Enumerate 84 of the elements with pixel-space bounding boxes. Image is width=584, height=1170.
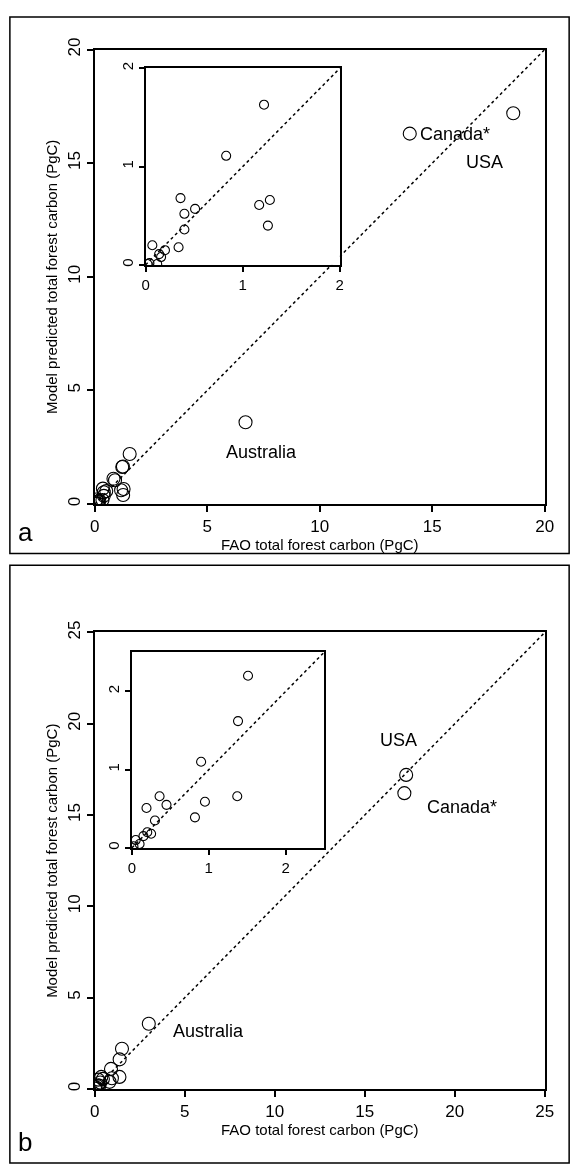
point: [262, 220, 273, 231]
point: [146, 828, 157, 839]
point: [154, 791, 165, 802]
point: [122, 447, 137, 462]
x-tick-label: 20: [535, 517, 555, 537]
point: [112, 1069, 127, 1084]
y-tick-label: 0: [118, 258, 136, 267]
x-tick-label: 5: [202, 517, 213, 537]
x-tick-label: 0: [141, 275, 150, 293]
x-tick-label: 15: [422, 517, 442, 537]
point: [161, 799, 172, 810]
x-tick-label: 15: [355, 1102, 375, 1122]
y-tick-label: 0: [65, 496, 85, 507]
point: [95, 481, 110, 496]
point: [175, 193, 186, 204]
point: [138, 831, 149, 842]
point: [238, 415, 253, 430]
point: [141, 802, 152, 814]
y-tick-label: 20: [65, 37, 85, 57]
point: [173, 242, 184, 253]
x-tick-label: 1: [204, 858, 213, 876]
point: [159, 245, 171, 256]
point: [179, 224, 190, 235]
y-tick-label: 5: [65, 383, 85, 393]
annotation: Canada*: [420, 124, 491, 144]
point: [399, 767, 414, 782]
y-tick-label: 2: [118, 61, 136, 71]
y-tick-label: 15: [65, 803, 85, 822]
point: [397, 786, 412, 801]
point: [103, 1061, 119, 1076]
point: [131, 835, 141, 846]
point: [114, 1041, 130, 1056]
x-tick-label: 0: [90, 1102, 100, 1122]
point: [147, 240, 158, 251]
annotation: Australia: [173, 1021, 245, 1041]
annotation: USA: [380, 730, 418, 750]
x-tick-label: 0: [90, 517, 100, 537]
x-tick-label: 25: [535, 1102, 555, 1122]
x-tick-label: 5: [180, 1102, 190, 1122]
text: a: [18, 517, 33, 547]
point: [196, 756, 207, 767]
x-tick-label: 20: [445, 1102, 465, 1122]
point: [199, 796, 210, 807]
point: [232, 716, 244, 727]
y-tick-label: 1: [118, 160, 136, 169]
point: [179, 208, 190, 219]
point: [149, 815, 160, 826]
point: [254, 199, 265, 211]
text: b: [18, 1127, 33, 1157]
point: [112, 1052, 127, 1067]
annotation: Australia: [226, 442, 298, 462]
y-tick-label: 1: [105, 763, 123, 772]
x-tick-label: 1: [238, 275, 247, 293]
y-tick-label: 0: [65, 1081, 85, 1092]
annotation: USA: [466, 152, 504, 172]
point: [134, 838, 145, 848]
x-axis-title: FAO total forest carbon (PgC): [220, 536, 419, 554]
y-tick-label: 15: [65, 151, 85, 171]
x-tick-label: 10: [265, 1102, 285, 1122]
x-tick-label: 10: [310, 517, 330, 537]
x-tick-label: 2: [335, 275, 344, 293]
point: [116, 487, 131, 502]
point: [242, 670, 254, 681]
point: [258, 99, 270, 110]
point: [402, 126, 417, 141]
annotation: Canada*: [427, 797, 498, 817]
x-tick-label: 2: [281, 858, 290, 876]
y-tick-label: 10: [65, 894, 85, 914]
point: [141, 1016, 156, 1031]
y-tick-label: 25: [65, 620, 85, 640]
y-tick-label: 0: [105, 841, 123, 850]
point: [190, 203, 201, 214]
x-axis-title: FAO total forest carbon (PgC): [220, 1121, 419, 1139]
point: [142, 827, 153, 838]
point: [506, 106, 521, 121]
y-tick-label: 2: [105, 684, 123, 694]
point: [221, 150, 232, 161]
point: [264, 195, 275, 206]
y-axis-title: Model predicted total forest carbon (PgC): [42, 139, 60, 414]
y-axis-title: Model predicted total forest carbon (PgC): [42, 723, 60, 998]
point: [189, 812, 200, 823]
y-tick-label: 20: [65, 711, 85, 731]
y-tick-label: 5: [65, 990, 85, 1000]
point: [232, 791, 243, 802]
